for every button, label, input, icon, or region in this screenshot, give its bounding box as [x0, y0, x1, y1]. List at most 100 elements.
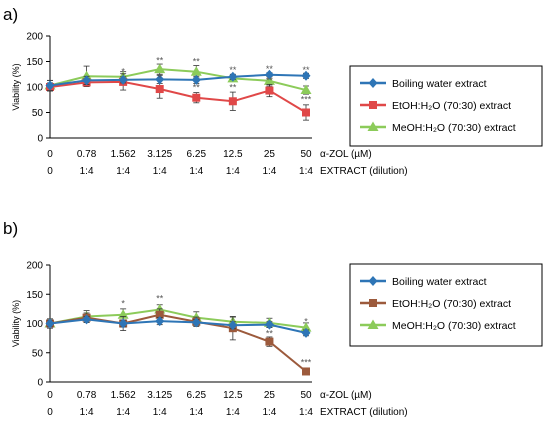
panel-a-x-tick-label: 0	[47, 149, 53, 160]
panel-a-x-tick-label: 1.562	[111, 149, 136, 160]
panel-a-series-1-point	[191, 74, 201, 85]
panel-b-x-tick-label-2: 0	[47, 407, 53, 418]
panel-a-x-tick-label: 0.78	[77, 149, 97, 160]
panel-b-label: b)	[3, 219, 18, 238]
panel-b-series-3-point	[300, 322, 312, 332]
panel-b-x-tick-label: 0.78	[77, 390, 97, 401]
panel-a-series-1-point	[301, 70, 311, 81]
panel-b-x-tick-label: 3.125	[147, 390, 172, 401]
panel-a-series-2-point	[155, 85, 164, 94]
panel-b-legend-label: MeOH:H₂O (70:30) extract	[392, 320, 516, 332]
panel-b-y-tick-label: 0	[37, 378, 43, 389]
panel-a-significance-mark: **	[266, 75, 274, 85]
panel-b-x-tick-label-2: 1:4	[189, 407, 203, 418]
panel-a-y-tick-label: 50	[32, 108, 44, 119]
panel-a-legend-label: MeOH:H₂O (70:30) extract	[392, 122, 516, 134]
panel-b-x-tick-label-2: 1:4	[80, 407, 94, 418]
panel-b-series-3-line	[49, 308, 307, 329]
panel-a-x-caption: α-ZOL (µM)	[320, 149, 372, 160]
panel-a-x-tick-label-2: 1:4	[299, 166, 313, 177]
panel-b-series-2-point	[265, 337, 274, 346]
panel-a-y-axis-label: Viability (%)	[11, 63, 21, 110]
panel-b-x-tick-label-2: 1:4	[116, 407, 130, 418]
panel-b-y-tick-label: 50	[32, 348, 44, 359]
panel-b-series-1-point	[264, 319, 274, 330]
panel-b-x-tick-label: 12.5	[223, 390, 243, 401]
panel-b-significance-mark: *	[304, 317, 308, 327]
panel-a-x-caption-2: EXTRACT (dilution)	[320, 166, 408, 177]
panel-b-series-1-line	[49, 318, 307, 334]
panel-b-series-2-point	[155, 310, 164, 319]
panel-b-legend-label: Boiling water extract	[392, 276, 487, 288]
panel-a-x-tick-label-2: 1:4	[226, 166, 240, 177]
panel-a-significance-mark: **	[229, 65, 237, 75]
panel-b-y-tick-label: 100	[26, 319, 43, 330]
panel-b-x-caption: α-ZOL (µM)	[320, 390, 372, 401]
panel-a-x-tick-label: 12.5	[223, 149, 243, 160]
panel-a-x-tick-label: 3.125	[147, 149, 172, 160]
panel-a-series-3-point	[263, 75, 275, 85]
panel-a-y-tick-label: 100	[26, 83, 43, 94]
panel-b-x-tick-label-2: 1:4	[153, 407, 167, 418]
panel-a-series-1-line	[49, 73, 307, 87]
panel-a-significance-mark: **	[193, 57, 201, 67]
panel-a-series-1-point	[118, 74, 128, 85]
panel-b-x-tick-label: 25	[264, 390, 276, 401]
panel-a-series-3-point	[300, 84, 312, 95]
panel-a-significance-mark: **	[156, 56, 164, 66]
panel-b-y-tick-label: 200	[26, 261, 43, 272]
panel-a-series-3-point	[190, 66, 202, 76]
panel-a-significance-mark: ***	[301, 94, 312, 104]
panel-a-significance-mark: *	[121, 66, 125, 76]
panel-b-x-caption-2: EXTRACT (dilution)	[320, 407, 408, 418]
panel-b-x-tick-label-2: 1:4	[299, 407, 313, 418]
panel-a-series-1-point	[82, 75, 92, 86]
panel-a-x-tick-label-2: 1:4	[116, 166, 130, 177]
panel-b-x-tick-label: 0	[47, 390, 53, 401]
panel-a-series-1-point	[228, 71, 238, 82]
panel-a-x-tick-label: 50	[300, 149, 312, 160]
panel-a-series-3-line	[49, 68, 307, 92]
panel-a-series-3-point	[154, 63, 166, 74]
panel-a-label: a)	[3, 5, 18, 24]
panel-b-significance-mark: **	[156, 293, 164, 303]
panel-a-legend-marker	[369, 101, 377, 109]
panel-b-y-axis-label: Viability (%)	[11, 300, 21, 347]
panel-a-significance-mark: **	[229, 83, 237, 93]
panel-a-y-tick-label: 200	[26, 32, 43, 43]
panel-b-series-1-point	[45, 318, 55, 329]
panel-a-x-tick-label-2: 1:4	[80, 166, 94, 177]
panel-b-significance-mark: **	[266, 328, 274, 338]
panel-b-series-2-point	[302, 367, 310, 376]
panel-b-x-tick-label-2: 1:4	[226, 407, 240, 418]
panel-b-x-tick-label-2: 1:4	[262, 407, 276, 418]
panel-a-series-2-point	[302, 108, 310, 117]
panel-b-x-tick-label: 50	[300, 390, 312, 401]
panel-a-legend-marker	[368, 78, 378, 88]
panel-a-significance-mark: **	[193, 83, 201, 93]
panel-a-x-tick-label-2: 1:4	[262, 166, 276, 177]
panel-b-series-1-point	[118, 318, 128, 329]
panel-b-significance-mark: ***	[301, 358, 312, 368]
panel-b-legend-box	[349, 263, 543, 347]
panel-b-x-tick-label: 1.562	[111, 390, 136, 401]
panel-a-x-tick-label-2: 0	[47, 166, 53, 177]
panel-a-series-2-line	[49, 80, 307, 114]
panel-b-series-1-point	[301, 327, 311, 338]
panel-b-legend-label: EtOH:H₂O (70:30) extract	[392, 298, 511, 310]
panel-a-legend-label: Boiling water extract	[392, 78, 487, 90]
panel-b-x-tick-label: 6.25	[187, 390, 207, 401]
panel-b-legend-marker	[367, 319, 379, 329]
panel-a-series-1-point	[45, 80, 55, 91]
panel-a-significance-mark: **	[302, 65, 310, 75]
panel-b-y-tick-label: 150	[26, 290, 43, 301]
panel-a-x-tick-label: 25	[264, 149, 276, 160]
panel-a-y-tick-label: 0	[37, 134, 43, 145]
panel-b-series-1-point	[191, 317, 201, 328]
panel-a-series-2-point	[228, 97, 237, 106]
panel-a-legend-label: EtOH:H₂O (70:30) extract	[392, 100, 511, 112]
panel-a-x-tick-label: 6.25	[187, 149, 207, 160]
panel-a-y-tick-label: 150	[26, 57, 43, 68]
panel-b-series-1-point	[155, 316, 165, 327]
